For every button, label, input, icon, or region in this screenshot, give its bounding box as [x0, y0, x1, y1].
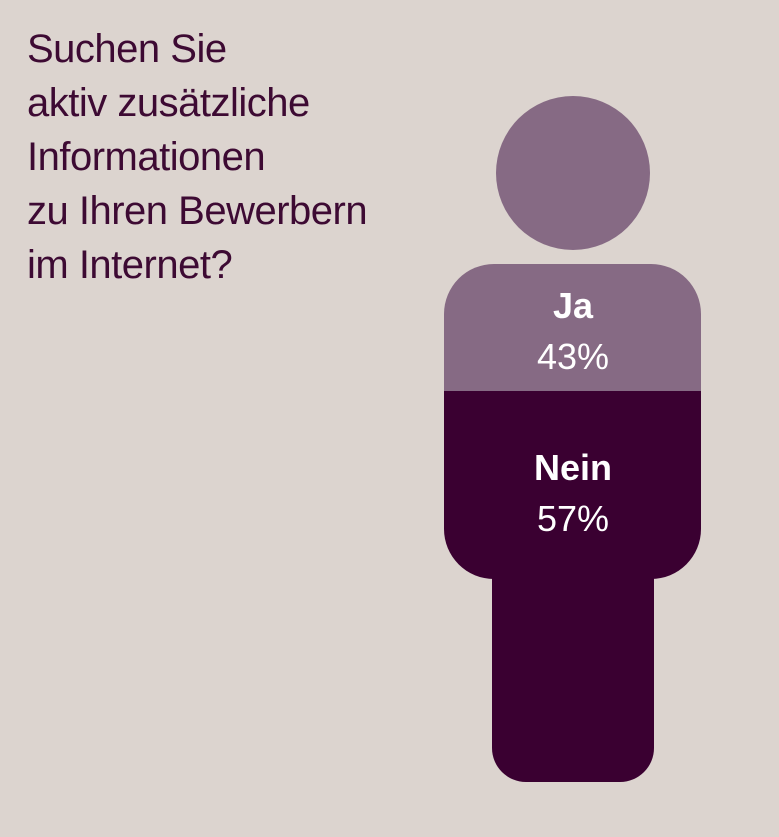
value-nein: 57%	[537, 498, 609, 539]
segment-ja	[444, 264, 701, 392]
person-head	[496, 96, 650, 250]
question-line: zu Ihren Bewerbern	[27, 189, 368, 233]
question-line: Informationen	[27, 135, 266, 179]
question-line: Suchen Sie	[27, 27, 227, 71]
label-nein: Nein	[534, 447, 612, 488]
label-ja: Ja	[553, 285, 594, 326]
person-legs	[492, 540, 654, 782]
value-ja: 43%	[537, 336, 609, 377]
question-line: aktiv zusätzliche	[27, 81, 310, 125]
person-body	[444, 264, 701, 782]
segment-nein	[444, 391, 701, 579]
question-title: Suchen Sie aktiv zusätzliche Information…	[27, 22, 447, 292]
question-line: im Internet?	[27, 243, 233, 287]
